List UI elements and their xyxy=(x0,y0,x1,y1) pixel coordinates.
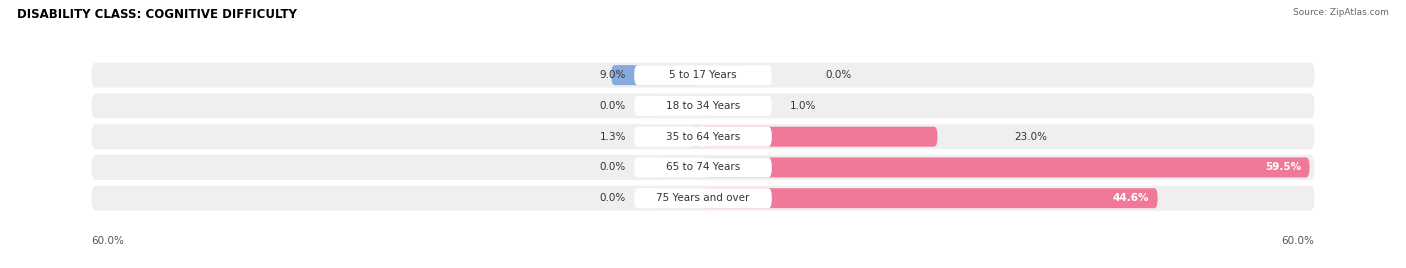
Text: 0.0%: 0.0% xyxy=(600,193,626,203)
FancyBboxPatch shape xyxy=(91,124,1315,149)
Text: 75 Years and over: 75 Years and over xyxy=(657,193,749,203)
FancyBboxPatch shape xyxy=(91,94,1315,118)
FancyBboxPatch shape xyxy=(703,158,1309,177)
FancyBboxPatch shape xyxy=(657,158,703,177)
FancyBboxPatch shape xyxy=(91,155,1315,180)
Text: 0.0%: 0.0% xyxy=(600,162,626,172)
Text: DISABILITY CLASS: COGNITIVE DIFFICULTY: DISABILITY CLASS: COGNITIVE DIFFICULTY xyxy=(17,8,297,21)
Text: 44.6%: 44.6% xyxy=(1114,193,1150,203)
Text: 5 to 17 Years: 5 to 17 Years xyxy=(669,70,737,80)
Text: 65 to 74 Years: 65 to 74 Years xyxy=(666,162,740,172)
Text: 1.3%: 1.3% xyxy=(599,132,626,142)
Text: Source: ZipAtlas.com: Source: ZipAtlas.com xyxy=(1294,8,1389,17)
FancyBboxPatch shape xyxy=(703,188,1157,208)
Text: 9.0%: 9.0% xyxy=(600,70,626,80)
FancyBboxPatch shape xyxy=(91,186,1315,211)
FancyBboxPatch shape xyxy=(690,127,703,147)
Text: 1.0%: 1.0% xyxy=(790,101,817,111)
Text: 0.0%: 0.0% xyxy=(825,70,852,80)
FancyBboxPatch shape xyxy=(703,65,749,85)
FancyBboxPatch shape xyxy=(657,96,703,116)
FancyBboxPatch shape xyxy=(634,158,772,177)
Text: 59.5%: 59.5% xyxy=(1265,162,1302,172)
Text: 60.0%: 60.0% xyxy=(91,236,124,246)
FancyBboxPatch shape xyxy=(634,65,772,85)
FancyBboxPatch shape xyxy=(612,65,703,85)
FancyBboxPatch shape xyxy=(657,188,703,208)
FancyBboxPatch shape xyxy=(634,96,772,116)
Text: 23.0%: 23.0% xyxy=(1014,132,1047,142)
FancyBboxPatch shape xyxy=(634,127,772,147)
FancyBboxPatch shape xyxy=(703,127,938,147)
Text: 60.0%: 60.0% xyxy=(1282,236,1315,246)
Text: 0.0%: 0.0% xyxy=(600,101,626,111)
FancyBboxPatch shape xyxy=(703,96,713,116)
Text: 18 to 34 Years: 18 to 34 Years xyxy=(666,101,740,111)
FancyBboxPatch shape xyxy=(91,63,1315,88)
Text: 35 to 64 Years: 35 to 64 Years xyxy=(666,132,740,142)
FancyBboxPatch shape xyxy=(634,188,772,208)
